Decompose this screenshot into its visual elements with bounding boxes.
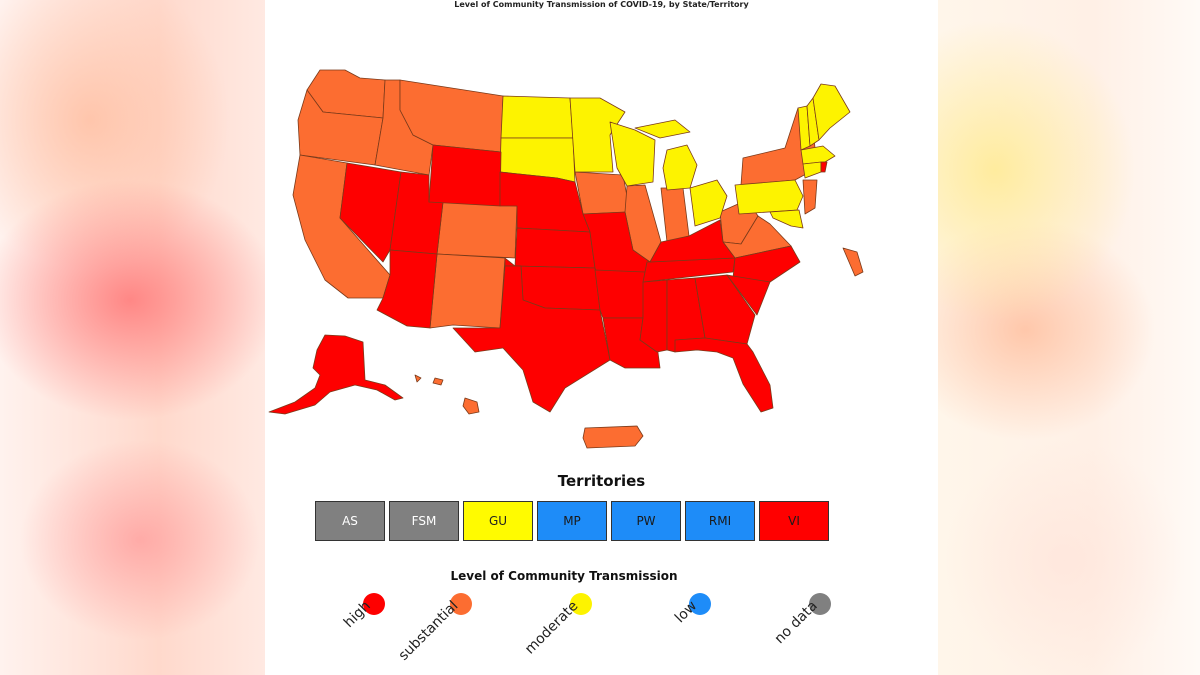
state-rhode-island[interactable] — [820, 161, 828, 173]
state-minnesota[interactable] — [569, 97, 626, 173]
map-panel: Level of Community Transmission of COVID… — [265, 0, 938, 675]
legend-dot-moderate — [570, 593, 592, 615]
state-new-mexico[interactable] — [429, 253, 506, 329]
territory-puerto-rico[interactable] — [582, 425, 644, 449]
territories-row: AS FSM GU MP PW RMI VI — [315, 501, 829, 541]
state-hawaii[interactable] — [414, 374, 480, 415]
state-pennsylvania[interactable] — [734, 179, 804, 215]
territory-rmi[interactable]: RMI — [685, 501, 755, 541]
legend-dot-low — [689, 593, 711, 615]
state-florida[interactable] — [674, 337, 774, 413]
territories-title: Territories — [557, 472, 646, 490]
state-georgia[interactable] — [694, 274, 756, 345]
state-new-jersey[interactable] — [802, 179, 818, 215]
state-alaska[interactable] — [268, 334, 404, 415]
state-colorado[interactable] — [436, 201, 518, 259]
legend-title: Level of Community Transmission — [450, 569, 678, 583]
us-transmission-map — [268, 69, 864, 449]
legend-dot-no-data — [809, 593, 831, 615]
state-kansas[interactable] — [514, 227, 596, 269]
blurred-background-right — [935, 0, 1200, 675]
territory-mp[interactable]: MP — [537, 501, 607, 541]
blurred-background-left — [0, 0, 265, 675]
legend-label-moderate: moderate — [521, 598, 582, 658]
legend-label-no-data: no data — [771, 598, 821, 648]
territory-pw[interactable]: PW — [611, 501, 681, 541]
state-maine[interactable] — [812, 83, 851, 141]
state-kentucky[interactable] — [649, 219, 736, 263]
state-connecticut[interactable] — [802, 161, 822, 179]
state-south-carolina[interactable] — [726, 274, 771, 316]
legend-dot-substantial — [450, 593, 472, 615]
state-iowa[interactable] — [574, 171, 631, 215]
state-rhode-island-inset[interactable] — [842, 247, 864, 277]
state-wyoming[interactable] — [428, 144, 502, 207]
legend-label-substantial: substantial — [395, 598, 462, 664]
state-north-dakota[interactable] — [500, 95, 574, 139]
state-ohio[interactable] — [689, 179, 728, 227]
state-north-carolina[interactable] — [732, 245, 801, 283]
territory-as[interactable]: AS — [315, 501, 385, 541]
state-arkansas[interactable] — [594, 269, 646, 319]
state-massachusetts[interactable] — [800, 145, 836, 165]
state-texas[interactable] — [452, 265, 611, 413]
territory-vi[interactable]: VI — [759, 501, 829, 541]
state-indiana[interactable] — [660, 187, 690, 243]
territory-gu[interactable]: GU — [463, 501, 533, 541]
state-nevada[interactable] — [339, 162, 402, 263]
state-maryland-delaware[interactable] — [769, 209, 804, 229]
state-arizona[interactable] — [376, 249, 438, 329]
map-title: Level of Community Transmission of COVID… — [454, 0, 749, 9]
state-mississippi[interactable] — [639, 279, 668, 353]
state-wisconsin[interactable] — [609, 121, 656, 187]
legend-dot-high — [363, 593, 385, 615]
territory-fsm[interactable]: FSM — [389, 501, 459, 541]
